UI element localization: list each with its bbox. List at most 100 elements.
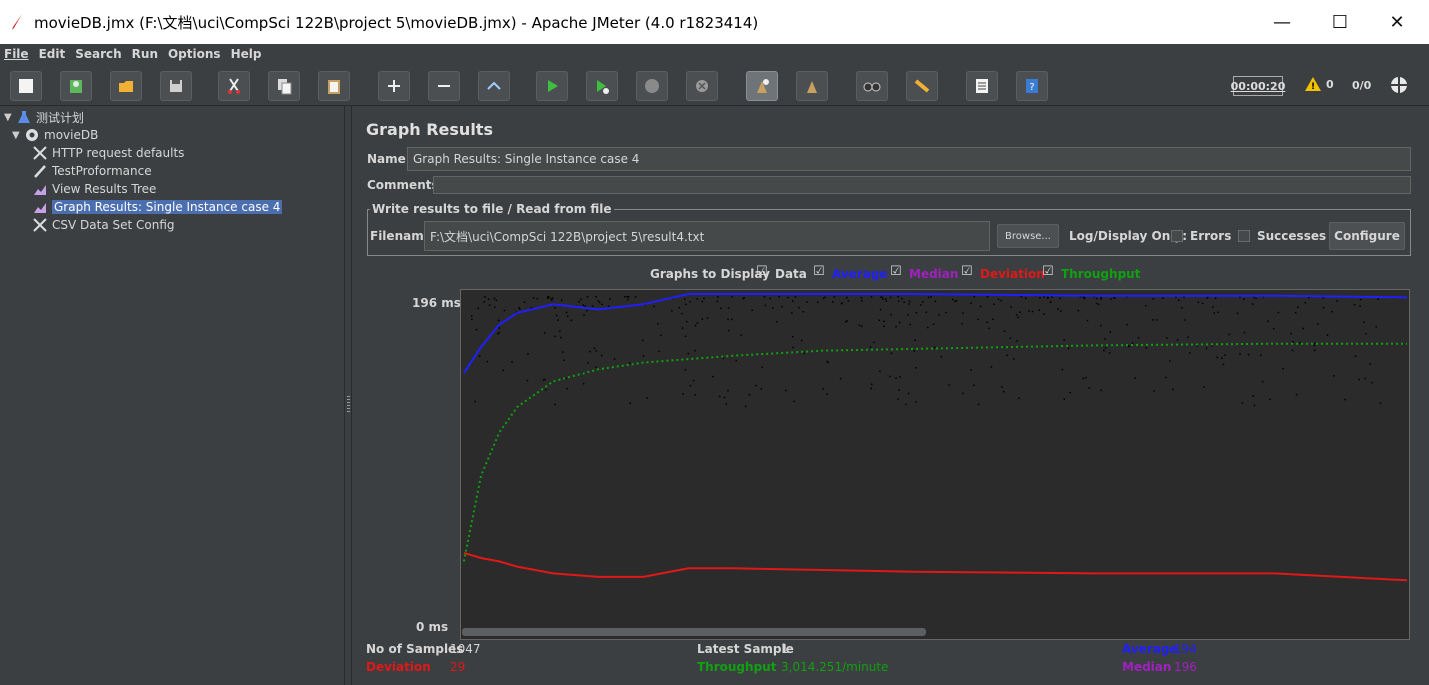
tree-node-test-proformance[interactable]: TestProformance bbox=[32, 162, 152, 180]
sample-point bbox=[897, 300, 900, 302]
stop-button[interactable] bbox=[636, 71, 668, 101]
menu-run[interactable]: Run bbox=[131, 47, 158, 61]
expand-all-button[interactable] bbox=[378, 71, 410, 101]
tree-node-test-plan[interactable]: ▼ 测试计划 bbox=[4, 110, 85, 125]
sample-point bbox=[890, 314, 892, 316]
shutdown-button[interactable] bbox=[686, 71, 718, 101]
sample-point bbox=[570, 319, 573, 322]
save-button[interactable] bbox=[160, 71, 192, 101]
tree-node-http-defaults[interactable]: HTTP request defaults bbox=[32, 144, 184, 162]
tree-node-view-results-tree[interactable]: View Results Tree bbox=[32, 180, 156, 198]
sample-point bbox=[547, 297, 549, 299]
filename-field[interactable]: F:\文档\uci\CompSci 122B\project 5\result4… bbox=[424, 221, 990, 251]
paste-button[interactable] bbox=[318, 71, 350, 101]
tree-node-moviedb[interactable]: ▼ movieDB bbox=[12, 128, 99, 142]
average-checkbox[interactable]: ☑ bbox=[813, 264, 825, 279]
active-threads-ratio: 0/0 bbox=[1352, 79, 1372, 92]
sample-point bbox=[1363, 321, 1365, 323]
warning-indicator[interactable]: ! 0 bbox=[1304, 76, 1334, 92]
sample-point bbox=[1251, 303, 1254, 305]
cut-button[interactable] bbox=[218, 71, 250, 101]
collapse-all-button[interactable] bbox=[428, 71, 460, 101]
menu-options[interactable]: Options bbox=[167, 47, 221, 61]
samples-value: 1047 bbox=[450, 642, 481, 656]
clear-button[interactable] bbox=[746, 71, 778, 101]
expand-arrow-icon[interactable]: ▼ bbox=[4, 111, 12, 123]
average-label: Average bbox=[1122, 642, 1178, 656]
expand-arrow-icon[interactable]: ▼ bbox=[12, 129, 20, 141]
start-no-pause-button[interactable] bbox=[586, 71, 618, 101]
configure-button[interactable]: Configure bbox=[1329, 222, 1405, 250]
name-field[interactable]: Graph Results: Single Instance case 4 bbox=[407, 147, 1411, 171]
maximize-button[interactable]: ☐ bbox=[1331, 11, 1349, 33]
sample-point bbox=[586, 309, 588, 312]
menu-search[interactable]: Search bbox=[75, 47, 122, 61]
sample-point bbox=[582, 304, 584, 306]
sample-point bbox=[607, 305, 610, 307]
close-button[interactable]: ✕ bbox=[1389, 11, 1405, 33]
sample-point bbox=[1213, 312, 1215, 314]
sample-point bbox=[591, 305, 594, 307]
sample-point bbox=[696, 322, 699, 324]
menu-edit[interactable]: Edit bbox=[38, 47, 66, 61]
sample-point bbox=[934, 300, 937, 303]
menu-file[interactable]: File bbox=[4, 47, 29, 61]
sample-point bbox=[681, 327, 684, 329]
sample-point bbox=[511, 361, 513, 363]
function-helper-button[interactable] bbox=[966, 71, 998, 101]
sample-point bbox=[898, 321, 901, 324]
sample-point bbox=[938, 314, 940, 316]
sample-point bbox=[1294, 311, 1297, 314]
errors-checkbox[interactable] bbox=[1171, 230, 1183, 242]
filename-label: Filename bbox=[370, 229, 432, 243]
sample-point bbox=[1207, 296, 1209, 298]
sample-point bbox=[686, 320, 688, 323]
graph-scrollbar[interactable] bbox=[462, 628, 926, 636]
throughput-checkbox[interactable]: ☑ bbox=[1042, 264, 1054, 279]
clear-all-button[interactable] bbox=[796, 71, 828, 101]
sample-point bbox=[682, 393, 684, 395]
sample-point bbox=[488, 304, 491, 306]
sample-point bbox=[844, 321, 847, 323]
sample-point bbox=[598, 301, 601, 304]
sample-point bbox=[548, 296, 550, 298]
start-button[interactable] bbox=[536, 71, 568, 101]
log-display-label: Log/Display Only: bbox=[1069, 229, 1187, 243]
help-button[interactable]: ? bbox=[1016, 71, 1048, 101]
remote-globe-icon[interactable] bbox=[1389, 75, 1409, 95]
menu-help[interactable]: Help bbox=[230, 47, 262, 61]
sample-point bbox=[1176, 339, 1179, 341]
successes-checkbox[interactable] bbox=[1238, 230, 1250, 242]
window-title: movieDB.jmx (F:\文档\uci\CompSci 122B\proj… bbox=[34, 13, 759, 32]
sample-point bbox=[1379, 402, 1382, 404]
tree-node-graph-results[interactable]: Graph Results: Single Instance case 4 bbox=[32, 198, 283, 216]
split-pane-divider[interactable] bbox=[344, 106, 352, 685]
toggle-button[interactable] bbox=[478, 71, 510, 101]
sample-point bbox=[778, 296, 780, 298]
sample-point bbox=[961, 322, 963, 325]
median-checkbox[interactable]: ☑ bbox=[890, 264, 902, 279]
deviation-checkbox[interactable]: ☑ bbox=[961, 264, 973, 279]
tree-node-csv-config[interactable]: CSV Data Set Config bbox=[32, 216, 175, 234]
sample-point bbox=[1183, 296, 1185, 298]
sample-point bbox=[945, 311, 947, 314]
sample-point bbox=[587, 362, 589, 364]
save-icon bbox=[170, 80, 182, 92]
sample-point bbox=[646, 397, 648, 399]
open-button[interactable] bbox=[110, 71, 142, 101]
browse-button[interactable]: Browse... bbox=[997, 224, 1059, 248]
sample-point bbox=[559, 330, 561, 332]
sample-point bbox=[495, 299, 498, 302]
new-button[interactable] bbox=[10, 71, 42, 101]
minimize-button[interactable]: — bbox=[1273, 11, 1291, 33]
deviation-label: Deviation bbox=[366, 660, 431, 674]
comments-field[interactable] bbox=[433, 176, 1411, 194]
copy-button[interactable] bbox=[268, 71, 300, 101]
search-button[interactable] bbox=[856, 71, 888, 101]
reset-search-button[interactable] bbox=[906, 71, 938, 101]
templates-button[interactable] bbox=[60, 71, 92, 101]
data-checkbox[interactable]: ☑ bbox=[756, 264, 768, 279]
sample-point bbox=[1097, 303, 1100, 305]
sample-point bbox=[566, 387, 568, 390]
sample-point bbox=[903, 301, 905, 303]
